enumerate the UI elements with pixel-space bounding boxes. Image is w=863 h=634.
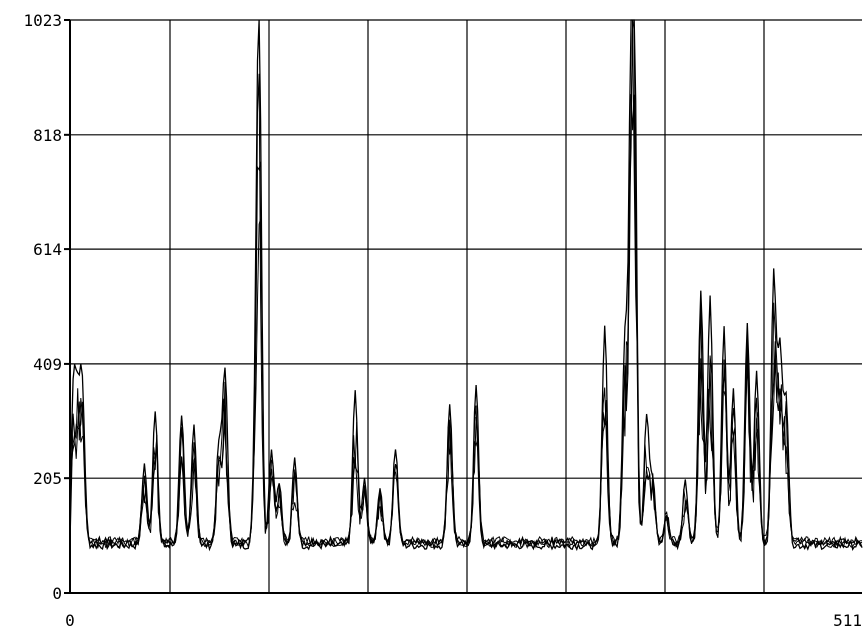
data-trace: [69, 19, 863, 550]
data-trace: [69, 19, 863, 547]
y-tick-labels: 1023 818 614 409 205 0: [23, 11, 62, 603]
x-tick-labels: 0 511: [65, 611, 862, 630]
grid-lines: [70, 19, 862, 593]
y-tick-label: 0: [52, 584, 62, 603]
x-tick-label: 511: [833, 611, 862, 630]
y-tick-label: 614: [33, 240, 62, 259]
y-tick-label: 1023: [23, 11, 62, 30]
x-tick-label: 0: [65, 611, 75, 630]
data-trace: [69, 19, 863, 552]
y-tick-label: 409: [33, 355, 62, 374]
y-tick-label: 818: [33, 126, 62, 145]
data-traces: [69, 19, 863, 552]
y-tick-label: 205: [33, 469, 62, 488]
